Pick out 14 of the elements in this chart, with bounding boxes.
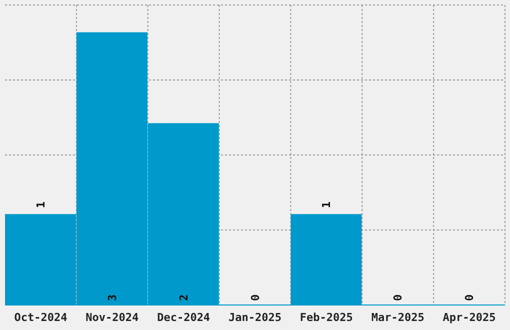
- data-label: 0: [463, 294, 476, 301]
- data-label: 1: [34, 201, 48, 208]
- data-label: 1: [320, 201, 334, 208]
- x-tick-label: Jan-2025: [228, 310, 282, 324]
- data-label: 0: [248, 294, 262, 301]
- x-tick-label: Oct-2024: [14, 310, 68, 324]
- data-label: 2: [177, 294, 190, 301]
- x-tick-label: Nov-2024: [86, 310, 140, 324]
- data-label: 0: [392, 294, 405, 301]
- x-tick-label: Apr-2025: [442, 310, 496, 324]
- x-tick-label: Feb-2025: [300, 310, 353, 324]
- x-tick-label: Dec-2024: [157, 310, 210, 324]
- x-tick-label: Mar-2025: [371, 310, 424, 324]
- data-label: 3: [106, 294, 119, 301]
